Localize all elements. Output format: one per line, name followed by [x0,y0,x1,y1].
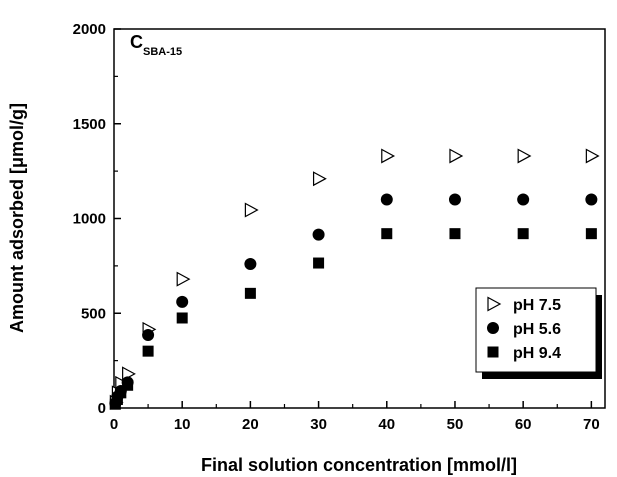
x-tick-label: 50 [447,416,464,433]
x-axis-title: Final solution concentration [mmol/l] [201,455,517,475]
legend: pH 7.5 pH 5.6 pH 9.4 [475,287,602,379]
annotation-subscript: SBA-15 [143,46,182,58]
x-tick-label: 30 [310,416,327,433]
data-point [142,345,154,357]
legend-label: pH 9.4 [513,345,561,362]
data-points [109,148,600,410]
data-point [244,287,256,299]
y-tick-label: 2000 [73,21,106,38]
legend-label: pH 7.5 [513,297,561,314]
data-point [381,228,393,240]
data-point [517,148,532,164]
data-point [448,193,461,206]
x-tick-label: 70 [583,416,600,433]
data-point [312,228,325,241]
data-point [381,148,396,164]
data-point [585,148,600,164]
data-point [176,271,191,287]
data-point [517,228,529,240]
data-point [115,387,127,399]
axis-tick-labels: 0 10 20 30 40 50 60 70 0 500 1000 1500 2000 [73,21,600,433]
x-tick-label: 10 [174,416,191,433]
y-tick-label: 0 [98,400,106,417]
x-tick-label: 60 [515,416,532,433]
legend-marker [487,346,499,358]
annotation-main: C [130,32,143,52]
data-point [176,295,189,308]
data-point [122,379,134,391]
data-point [585,193,598,206]
y-tick-label: 1000 [73,211,106,228]
x-tick-label: 0 [110,416,118,433]
x-tick-label: 20 [242,416,259,433]
data-point [142,329,155,342]
legend-marker [487,322,499,334]
series-3 [109,228,597,410]
data-point [313,257,325,269]
x-tick-label: 40 [378,416,395,433]
data-point [449,228,461,240]
data-point [380,193,393,206]
sample-annotation: CSBA-15 [130,32,182,58]
axis-ticks [113,28,593,409]
data-point [312,171,327,187]
data-point [176,312,188,324]
y-axis-title: Amount adsorbed [μmol/g] [7,103,27,333]
y-tick-label: 1500 [73,116,106,133]
data-point [585,228,597,240]
data-point [111,393,123,405]
legend-marker [487,296,502,312]
data-point [449,148,464,164]
legend-label: pH 5.6 [513,321,561,338]
data-point [517,193,530,206]
data-point [244,257,257,270]
data-point [244,202,259,218]
y-tick-label: 500 [81,305,106,322]
